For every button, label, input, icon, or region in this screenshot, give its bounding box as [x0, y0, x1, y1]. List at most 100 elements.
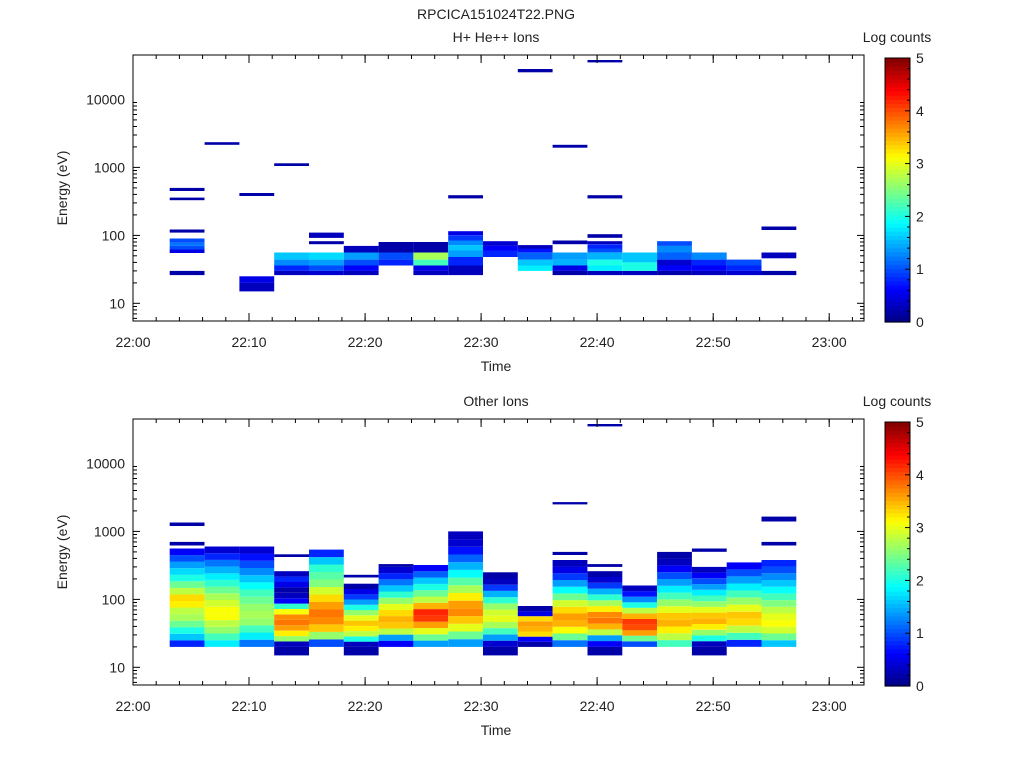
colorbar-swatch: [885, 463, 910, 468]
heatmap-cell: [309, 616, 344, 625]
heatmap-cell: [309, 639, 344, 647]
colorbar-swatch: [885, 665, 910, 671]
colorbar-swatch: [885, 471, 910, 477]
heatmap-cells: [169, 424, 797, 656]
heatmap-cell: [169, 270, 205, 276]
heatmap-cell: [448, 631, 483, 640]
colorbar-swatch: [885, 91, 910, 96]
heatmap-cell: [587, 600, 623, 607]
heatmap-cell: [552, 586, 588, 594]
colorbar-tick-label: 4: [916, 103, 924, 119]
heatmap-cell: [448, 608, 483, 617]
heatmap-cell: [657, 565, 692, 573]
heatmap-cell: [552, 252, 588, 260]
x-axis: 22:00 22:10 22:20 22:30 22:40 22:50 23:00: [115, 419, 853, 714]
heatmap-cell: [239, 589, 275, 597]
colorbar-tick-label: 0: [916, 314, 924, 330]
heatmap-cell: [343, 574, 379, 578]
heatmap-cell: [657, 606, 692, 613]
heatmap-cell: [691, 618, 727, 624]
heatmap-cell: [587, 641, 623, 647]
heatmap-cell: [483, 250, 518, 257]
heatmap-cell: [448, 554, 483, 563]
colorbar-swatch: [885, 214, 910, 220]
heatmap-cell: [274, 625, 309, 631]
colorbar-swatch: [885, 239, 910, 245]
x-axis-label: Time: [481, 722, 512, 738]
colorbar-swatch: [885, 438, 910, 444]
heatmap-cell: [552, 606, 588, 614]
heatmap-cell: [448, 250, 483, 257]
heatmap-cell: [622, 591, 658, 597]
heatmap-cell: [691, 584, 727, 590]
heatmap-cell: [726, 597, 762, 605]
heatmap-cell: [378, 628, 414, 635]
colorbar-swatch: [885, 198, 910, 203]
heatmap-cell: [448, 562, 483, 570]
heatmap-cell: [448, 569, 483, 578]
heatmap-cell: [761, 613, 797, 621]
heatmap-cell: [517, 259, 553, 266]
colorbar-swatch: [885, 119, 910, 125]
heatmap-cell: [587, 588, 623, 595]
heatmap-cell: [343, 604, 379, 611]
heatmap-cell: [657, 551, 692, 559]
heatmap-cell: [587, 259, 623, 266]
heatmap-cell: [239, 611, 275, 619]
colorbar-swatch: [885, 587, 910, 592]
colorbar-tick-label: 5: [916, 50, 924, 66]
heatmap-cell: [587, 564, 623, 567]
heatmap-cell: [239, 282, 275, 292]
heatmap-cell: [169, 238, 205, 243]
heatmap-cell: [239, 553, 275, 561]
panel-title: Other Ions: [463, 393, 528, 409]
heatmap-cell: [691, 259, 727, 266]
heatmap-cell: [691, 589, 727, 596]
x-tick-label: 23:00: [812, 334, 847, 350]
heatmap-cell: [204, 142, 240, 145]
colorbar-swatch: [885, 455, 910, 460]
heatmap-cell: [622, 613, 658, 619]
heatmap-cell: [552, 620, 588, 627]
heatmap-cell: [274, 587, 309, 593]
heatmap-cell: [309, 270, 344, 276]
heatmap-cell: [657, 259, 692, 266]
colorbar-tick-label: 0: [916, 678, 924, 694]
heatmap-cell: [309, 594, 344, 602]
heatmap-cell: [622, 585, 658, 592]
colorbar-swatch: [885, 301, 910, 307]
heatmap-cell: [343, 265, 379, 271]
heatmap-cell: [413, 270, 449, 276]
colorbar-swatch: [885, 124, 910, 129]
colorbar-swatch: [885, 107, 910, 113]
heatmap-cell: [343, 631, 379, 637]
colorbar-swatch: [885, 78, 910, 84]
colorbar-swatch: [885, 161, 910, 166]
heatmap-cell: [378, 579, 414, 586]
heatmap-cell: [448, 616, 483, 624]
heatmap-cell: [378, 616, 414, 623]
heatmap-cell: [587, 252, 623, 260]
heatmap-cell: [517, 626, 553, 632]
colorbar-swatch: [885, 260, 910, 265]
colorbar-swatch: [885, 313, 910, 319]
heatmap-cell: [413, 565, 449, 572]
heatmap-cell: [309, 232, 344, 238]
heatmap-cell: [204, 579, 240, 587]
x-tick-label: 22:40: [580, 698, 615, 714]
heatmap-cell: [239, 603, 275, 611]
heatmap-cell: [587, 623, 623, 630]
heatmap-cell: [274, 609, 309, 615]
heatmap-cell: [274, 163, 309, 166]
colorbar-swatch: [885, 206, 910, 212]
heatmap-cell: [552, 613, 588, 621]
heatmap-cell: [726, 639, 762, 647]
colorbar-swatch: [885, 173, 910, 179]
colorbar-swatch: [885, 488, 910, 493]
heatmap-cell: [343, 599, 379, 605]
heatmap-cell: [309, 631, 344, 640]
heatmap-cell: [761, 593, 797, 601]
heatmap-cell: [657, 241, 692, 246]
heatmap-cell: [413, 265, 449, 271]
